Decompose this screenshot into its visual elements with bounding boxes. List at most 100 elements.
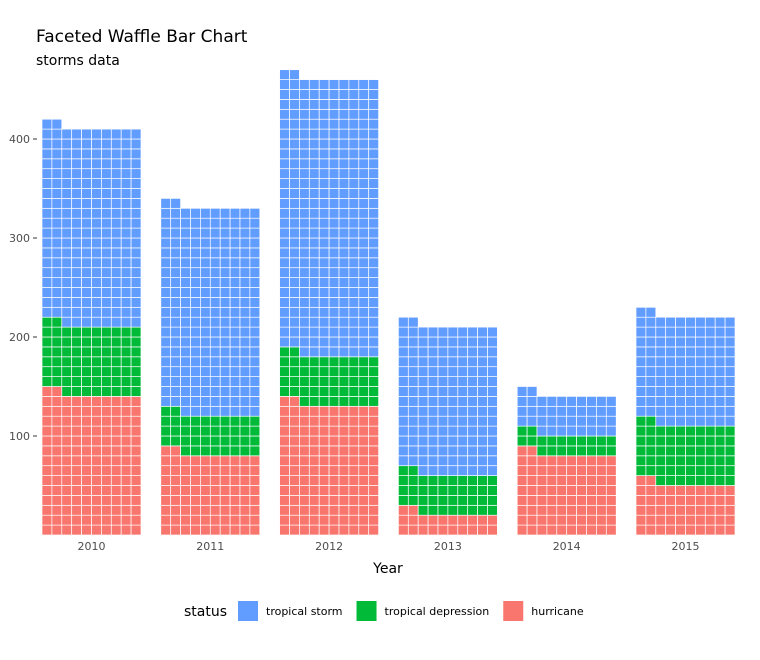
waffle-cell-tropical-storm — [41, 277, 53, 288]
waffle-cell-tropical-storm — [229, 396, 241, 407]
waffle-cell-tropical-storm — [229, 217, 241, 229]
waffle-cell-hurricane — [318, 445, 330, 457]
waffle-cell-tropical-depression — [308, 356, 320, 368]
waffle-cell-hurricane — [348, 435, 360, 447]
waffle-cell-hurricane — [180, 495, 191, 506]
waffle-cell-tropical-storm — [200, 237, 211, 249]
waffle-cell-hurricane — [635, 514, 647, 526]
waffle-cell-tropical-storm — [299, 227, 310, 239]
x-tick-label: 2012 — [315, 540, 343, 553]
waffle-cell-tropical-depression — [487, 495, 498, 506]
waffle-cell-tropical-storm — [318, 217, 330, 229]
waffle-cell-tropical-storm — [308, 188, 320, 199]
waffle-cell-tropical-storm — [239, 405, 251, 417]
waffle-cell-tropical-storm — [209, 257, 221, 269]
waffle-cell-tropical-storm — [101, 217, 112, 229]
waffle-cell-tropical-storm — [566, 396, 577, 407]
waffle-cell-tropical-depression — [576, 435, 587, 447]
waffle-cell-hurricane — [279, 415, 290, 427]
waffle-cell-tropical-storm — [645, 336, 657, 348]
waffle-cell-tropical-depression — [655, 465, 667, 476]
waffle-cell-tropical-depression — [299, 396, 310, 407]
waffle-cell-tropical-depression — [398, 485, 409, 496]
waffle-cell-tropical-storm — [407, 356, 419, 368]
waffle-cell-tropical-storm — [328, 217, 340, 229]
waffle-cell-hurricane — [407, 524, 419, 536]
waffle-cell-tropical-storm — [308, 178, 320, 189]
waffle-cell-hurricane — [170, 495, 181, 506]
waffle-cell-tropical-storm — [71, 148, 82, 160]
waffle-cell-tropical-storm — [120, 188, 132, 199]
waffle-cell-hurricane — [51, 514, 63, 526]
waffle-cell-tropical-depression — [200, 415, 211, 427]
waffle-cell-tropical-storm — [279, 79, 290, 90]
waffle-cell-tropical-depression — [318, 376, 330, 387]
waffle-cell-hurricane — [289, 475, 300, 486]
waffle-cell-hurricane — [318, 405, 330, 417]
legend-label: hurricane — [531, 605, 584, 618]
waffle-cell-hurricane — [556, 524, 568, 536]
waffle-cell-hurricane — [101, 475, 112, 486]
waffle-cell-tropical-storm — [209, 376, 221, 387]
waffle-cell-tropical-storm — [101, 287, 112, 298]
waffle-cell-tropical-storm — [209, 326, 221, 338]
waffle-cell-tropical-storm — [81, 198, 92, 209]
waffle-cell-tropical-storm — [427, 465, 439, 476]
waffle-cell-hurricane — [714, 514, 726, 526]
waffle-cell-tropical-depression — [51, 336, 63, 348]
waffle-cell-tropical-storm — [308, 158, 320, 170]
waffle-cell-hurricane — [41, 405, 53, 417]
waffle-cell-tropical-storm — [348, 108, 360, 120]
waffle-cell-tropical-storm — [308, 79, 320, 90]
waffle-cell-tropical-storm — [358, 277, 370, 288]
waffle-cell-tropical-storm — [61, 128, 73, 140]
waffle-cell-tropical-storm — [358, 158, 370, 170]
waffle-cell-tropical-storm — [110, 306, 122, 318]
waffle-cell-hurricane — [328, 485, 340, 496]
waffle-cell-tropical-depression — [120, 386, 132, 397]
waffle-cell-tropical-storm — [289, 247, 300, 259]
waffle-cell-hurricane — [299, 524, 310, 536]
waffle-cell-hurricane — [338, 485, 350, 496]
waffle-cell-tropical-storm — [289, 89, 300, 100]
waffle-cell-tropical-storm — [279, 148, 290, 160]
waffle-cell-hurricane — [81, 485, 92, 496]
waffle-cell-hurricane — [81, 495, 92, 506]
waffle-cell-tropical-storm — [655, 415, 667, 427]
waffle-cell-tropical-storm — [279, 247, 290, 259]
waffle-cell-tropical-storm — [368, 326, 379, 338]
waffle-cell-hurricane — [81, 415, 92, 427]
waffle-cell-tropical-storm — [417, 445, 429, 457]
waffle-cell-tropical-storm — [51, 118, 63, 130]
waffle-cell-tropical-storm — [398, 445, 409, 457]
waffle-cell-tropical-storm — [229, 297, 241, 308]
waffle-cell-hurricane — [110, 495, 122, 506]
waffle-cell-tropical-storm — [328, 287, 340, 298]
waffle-cell-hurricane — [368, 495, 379, 506]
waffle-cell-tropical-storm — [714, 415, 726, 427]
waffle-cell-tropical-storm — [437, 445, 449, 457]
waffle-cell-tropical-storm — [417, 376, 429, 387]
waffle-cell-hurricane — [51, 405, 63, 417]
waffle-cell-tropical-storm — [417, 435, 429, 447]
waffle-cell-tropical-storm — [81, 227, 92, 239]
waffle-cell-tropical-storm — [120, 297, 132, 308]
waffle-cell-tropical-storm — [120, 128, 132, 140]
waffle-cell-tropical-storm — [81, 178, 92, 189]
waffle-cell-tropical-storm — [695, 316, 706, 328]
waffle-cell-tropical-storm — [358, 128, 370, 140]
waffle-cell-tropical-depression — [704, 475, 716, 486]
waffle-cell-tropical-storm — [358, 99, 370, 110]
waffle-cell-tropical-storm — [308, 227, 320, 239]
waffle-cell-tropical-storm — [467, 386, 478, 397]
waffle-cell-hurricane — [289, 425, 300, 437]
waffle-cell-tropical-storm — [160, 257, 172, 269]
waffle-cell-tropical-storm — [61, 138, 73, 150]
waffle-cell-hurricane — [239, 524, 251, 536]
waffle-cell-tropical-depression — [358, 386, 370, 397]
waffle-cell-hurricane — [229, 485, 241, 496]
waffle-cell-hurricane — [219, 465, 231, 476]
waffle-cell-hurricane — [487, 524, 498, 536]
waffle-cell-tropical-depression — [536, 435, 548, 447]
waffle-cell-tropical-storm — [427, 326, 439, 338]
